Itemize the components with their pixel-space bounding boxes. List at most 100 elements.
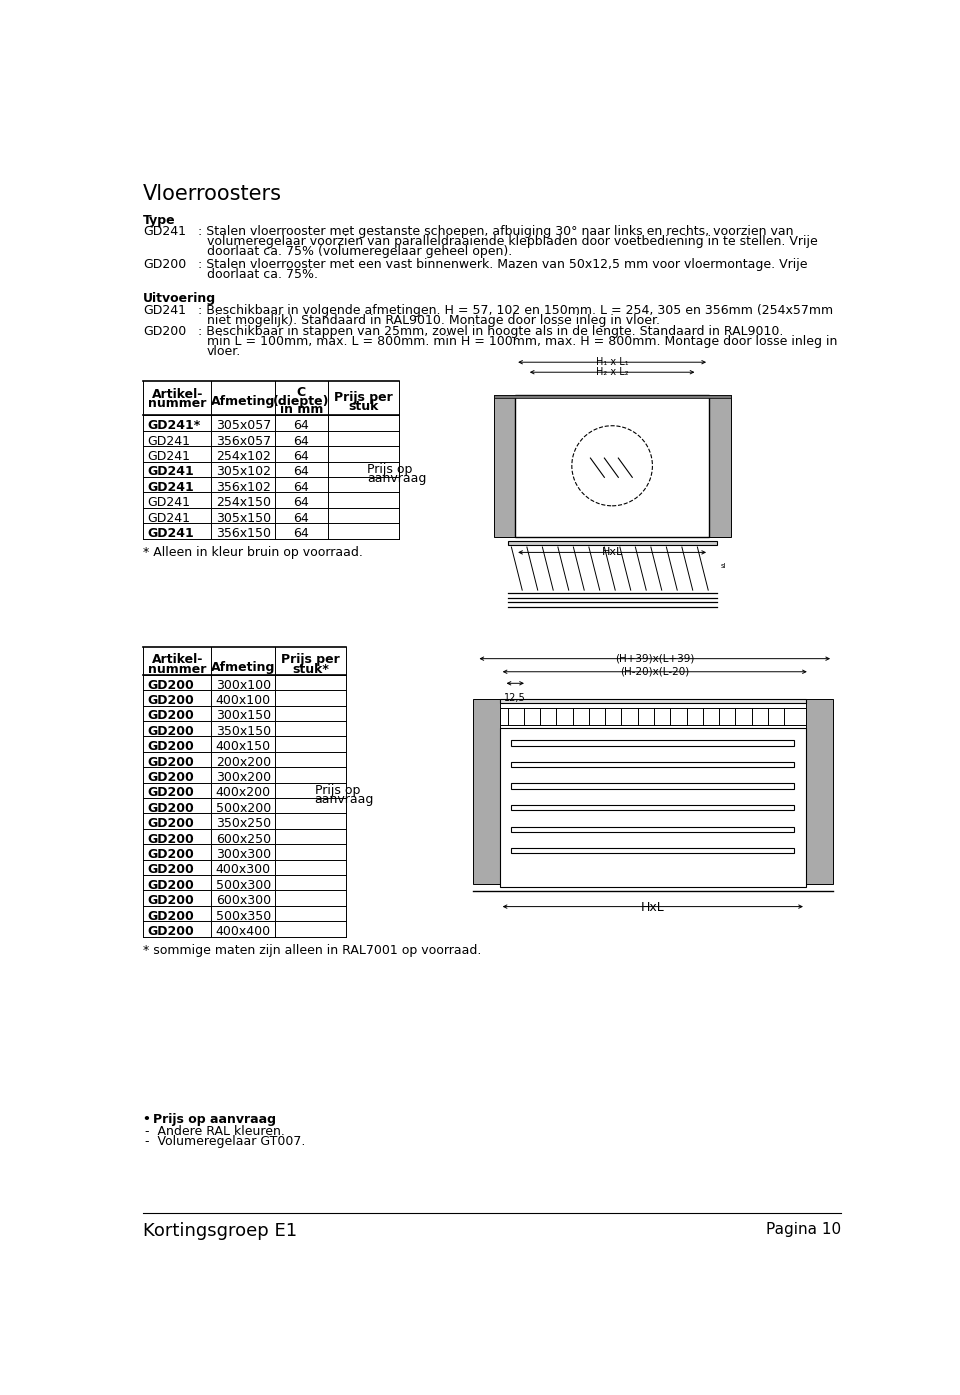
Text: GD200: GD200 bbox=[147, 817, 194, 830]
Text: in mm: in mm bbox=[279, 403, 323, 416]
Text: * sommige maten zijn alleen in RAL7001 op voorraad.: * sommige maten zijn alleen in RAL7001 o… bbox=[143, 944, 482, 957]
Bar bbox=[516, 395, 709, 537]
Text: : Stalen vloerrooster met gestanste schoepen, afbuiging 30° naar links en rechts: : Stalen vloerrooster met gestanste scho… bbox=[198, 225, 793, 239]
Text: 12,5: 12,5 bbox=[504, 693, 526, 703]
Text: 300x100: 300x100 bbox=[216, 679, 271, 692]
Text: HxL: HxL bbox=[602, 547, 623, 557]
Text: GD200: GD200 bbox=[147, 894, 194, 907]
Text: Afmeting: Afmeting bbox=[211, 661, 276, 674]
Text: 64: 64 bbox=[294, 527, 309, 540]
Text: vloer.: vloer. bbox=[206, 346, 241, 359]
Text: GD200: GD200 bbox=[147, 848, 194, 861]
Text: GD200: GD200 bbox=[147, 679, 194, 692]
Text: GD241: GD241 bbox=[147, 451, 190, 463]
Text: Afmeting: Afmeting bbox=[211, 395, 276, 409]
Text: min L = 100mm, max. L = 800mm. min H = 100mm, max. H = 800mm. Montage door losse: min L = 100mm, max. L = 800mm. min H = 1… bbox=[206, 335, 837, 349]
Text: aanvraag: aanvraag bbox=[368, 472, 426, 484]
Text: : Beschikbaar in stappen van 25mm, zowel in hoogte als in de lengte. Standaard i: : Beschikbaar in stappen van 25mm, zowel… bbox=[198, 325, 782, 338]
Text: GD200: GD200 bbox=[147, 802, 194, 815]
Text: 400x300: 400x300 bbox=[216, 864, 271, 876]
Text: GD241*: GD241* bbox=[147, 418, 201, 432]
Text: GD200: GD200 bbox=[147, 833, 194, 845]
Text: GD200: GD200 bbox=[147, 879, 194, 891]
Text: doorlaat ca. 75%.: doorlaat ca. 75%. bbox=[206, 268, 318, 282]
Text: 300x200: 300x200 bbox=[216, 771, 271, 784]
Text: 305x102: 305x102 bbox=[216, 466, 271, 478]
Text: 500x200: 500x200 bbox=[216, 802, 271, 815]
Text: 254x102: 254x102 bbox=[216, 451, 271, 463]
Text: 64: 64 bbox=[294, 512, 309, 525]
Text: (H-20)x(L-20): (H-20)x(L-20) bbox=[620, 667, 689, 677]
Text: GD241: GD241 bbox=[143, 304, 186, 317]
Text: : Stalen vloerrooster met een vast binnenwerk. Mazen van 50x12,5 mm voor vloermo: : Stalen vloerrooster met een vast binne… bbox=[198, 258, 807, 271]
Bar bbox=[508, 541, 717, 545]
Text: Artikel-: Artikel- bbox=[152, 388, 203, 400]
Bar bbox=[500, 728, 805, 887]
Text: GD200: GD200 bbox=[147, 710, 194, 723]
Text: H₂ x L₂: H₂ x L₂ bbox=[596, 367, 629, 377]
Text: GD200: GD200 bbox=[147, 756, 194, 769]
Text: (H+39)x(L+39): (H+39)x(L+39) bbox=[615, 653, 694, 663]
Text: nummer: nummer bbox=[148, 396, 206, 410]
Bar bbox=[512, 762, 794, 767]
Text: 64: 64 bbox=[294, 451, 309, 463]
Text: 500x350: 500x350 bbox=[216, 910, 271, 922]
Text: GD200: GD200 bbox=[147, 864, 194, 876]
Text: 600x250: 600x250 bbox=[216, 833, 271, 845]
Text: volumeregelaar voorzien van paralleldraaiende klepbladen door voetbediening in t: volumeregelaar voorzien van paralleldraa… bbox=[206, 236, 818, 248]
Text: 400x150: 400x150 bbox=[216, 741, 271, 753]
Text: niet mogelijk). Standaard in RAL9010. Montage door losse inleg in vloer.: niet mogelijk). Standaard in RAL9010. Mo… bbox=[206, 314, 660, 326]
Text: 64: 64 bbox=[294, 418, 309, 432]
Text: 400x400: 400x400 bbox=[216, 925, 271, 937]
Text: GD241: GD241 bbox=[147, 435, 190, 448]
Text: Type: Type bbox=[143, 213, 176, 226]
Text: GD200: GD200 bbox=[147, 787, 194, 799]
Text: Artikel-: Artikel- bbox=[152, 653, 203, 667]
Text: 600x300: 600x300 bbox=[216, 894, 271, 907]
Text: -  Andere RAL kleuren.: - Andere RAL kleuren. bbox=[145, 1124, 285, 1137]
Text: 356x057: 356x057 bbox=[216, 435, 271, 448]
Text: GD200: GD200 bbox=[143, 258, 186, 271]
Bar bbox=[512, 741, 794, 746]
Bar bbox=[500, 707, 805, 725]
Text: GD241: GD241 bbox=[147, 512, 190, 525]
Text: 500x300: 500x300 bbox=[216, 879, 271, 891]
Text: 200x200: 200x200 bbox=[216, 756, 271, 769]
Text: 400x200: 400x200 bbox=[216, 787, 271, 799]
Bar bbox=[709, 395, 731, 537]
Text: Pagina 10: Pagina 10 bbox=[766, 1222, 841, 1237]
Text: H₁ x L₁: H₁ x L₁ bbox=[596, 357, 629, 367]
Text: Vloerroosters: Vloerroosters bbox=[143, 184, 282, 204]
Text: GD200: GD200 bbox=[147, 910, 194, 922]
Text: 350x150: 350x150 bbox=[216, 725, 271, 738]
Bar bbox=[493, 395, 516, 537]
Text: 64: 64 bbox=[294, 435, 309, 448]
Text: Prijs per: Prijs per bbox=[281, 653, 340, 667]
Text: doorlaat ca. 75% (volumeregelaar geheel open).: doorlaat ca. 75% (volumeregelaar geheel … bbox=[206, 246, 512, 258]
Text: stuk: stuk bbox=[348, 400, 378, 413]
Text: HxL: HxL bbox=[641, 901, 664, 914]
Text: Prijs op: Prijs op bbox=[315, 784, 360, 797]
Bar bbox=[512, 805, 794, 810]
Text: Prijs op aanvraag: Prijs op aanvraag bbox=[153, 1113, 276, 1126]
Text: GD200: GD200 bbox=[147, 925, 194, 937]
Text: GD241: GD241 bbox=[143, 225, 186, 239]
Text: 350x250: 350x250 bbox=[216, 817, 271, 830]
Text: 64: 64 bbox=[294, 497, 309, 509]
Text: GD241: GD241 bbox=[147, 466, 194, 478]
Text: •: • bbox=[143, 1113, 156, 1126]
Text: 300x300: 300x300 bbox=[216, 848, 271, 861]
Text: sl: sl bbox=[721, 564, 727, 569]
Text: Prijs op: Prijs op bbox=[368, 463, 413, 476]
Text: nummer: nummer bbox=[148, 663, 206, 675]
Text: GD241: GD241 bbox=[147, 481, 194, 494]
Text: aanvraag: aanvraag bbox=[315, 792, 373, 806]
Text: 356x150: 356x150 bbox=[216, 527, 271, 540]
Bar bbox=[493, 395, 731, 398]
Bar bbox=[805, 699, 833, 883]
Text: * Alleen in kleur bruin op voorraad.: * Alleen in kleur bruin op voorraad. bbox=[143, 547, 363, 559]
Text: GD241: GD241 bbox=[147, 527, 194, 540]
Text: 300x150: 300x150 bbox=[216, 710, 271, 723]
Text: stuk*: stuk* bbox=[292, 663, 329, 675]
Text: GD200: GD200 bbox=[143, 325, 186, 338]
